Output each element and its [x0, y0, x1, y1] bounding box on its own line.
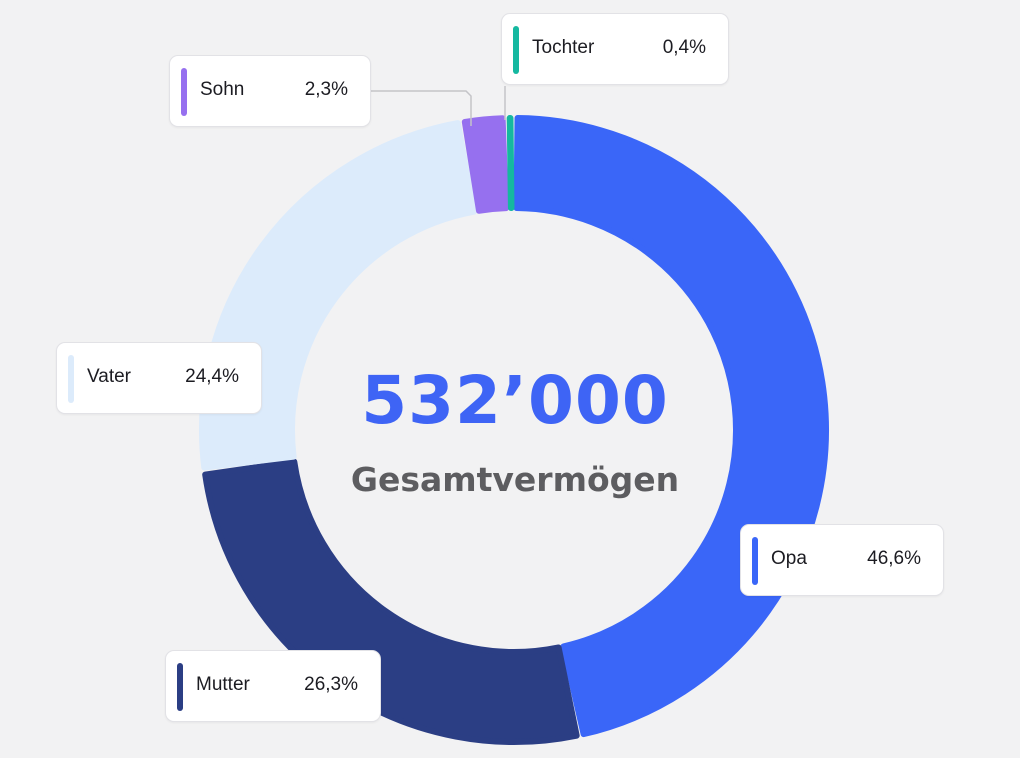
legend-color-opa [752, 537, 758, 585]
legend-value-opa: 46,6% [867, 548, 921, 569]
total-value: 532’000 [361, 362, 669, 439]
legend-value-sohn: 2,3% [304, 79, 348, 100]
donut-segment-mutter [202, 458, 580, 745]
legend-color-sohn [181, 68, 187, 116]
legend-name-sohn: Sohn [200, 79, 245, 100]
legend-color-mutter [177, 663, 183, 711]
connector-sohn [371, 90, 472, 126]
total-label: Gesamtvermögen [350, 460, 680, 499]
legend-value-mutter: 26,3% [304, 674, 358, 695]
donut-segment-sohn [461, 115, 509, 214]
donut-segment-tochter [506, 115, 515, 212]
legend-value-tochter: 0,4% [662, 37, 706, 58]
legend-vater: Vater 24,4% [56, 342, 262, 414]
legend-opa: Opa 46,6% [740, 524, 944, 596]
legend-color-vater [68, 355, 74, 403]
legend-value-vater: 24,4% [185, 366, 239, 387]
legend-tochter: Tochter 0,4% [501, 13, 729, 85]
legend-name-tochter: Tochter [532, 37, 595, 58]
legend-color-tochter [513, 26, 519, 74]
legend-mutter: Mutter 26,3% [165, 650, 381, 722]
donut-segment-vater [199, 120, 478, 471]
legend-sohn: Sohn 2,3% [169, 55, 371, 127]
legend-name-opa: Opa [771, 548, 807, 569]
label-connectors [371, 86, 506, 126]
legend-name-vater: Vater [87, 366, 132, 387]
legend-name-mutter: Mutter [196, 674, 250, 695]
